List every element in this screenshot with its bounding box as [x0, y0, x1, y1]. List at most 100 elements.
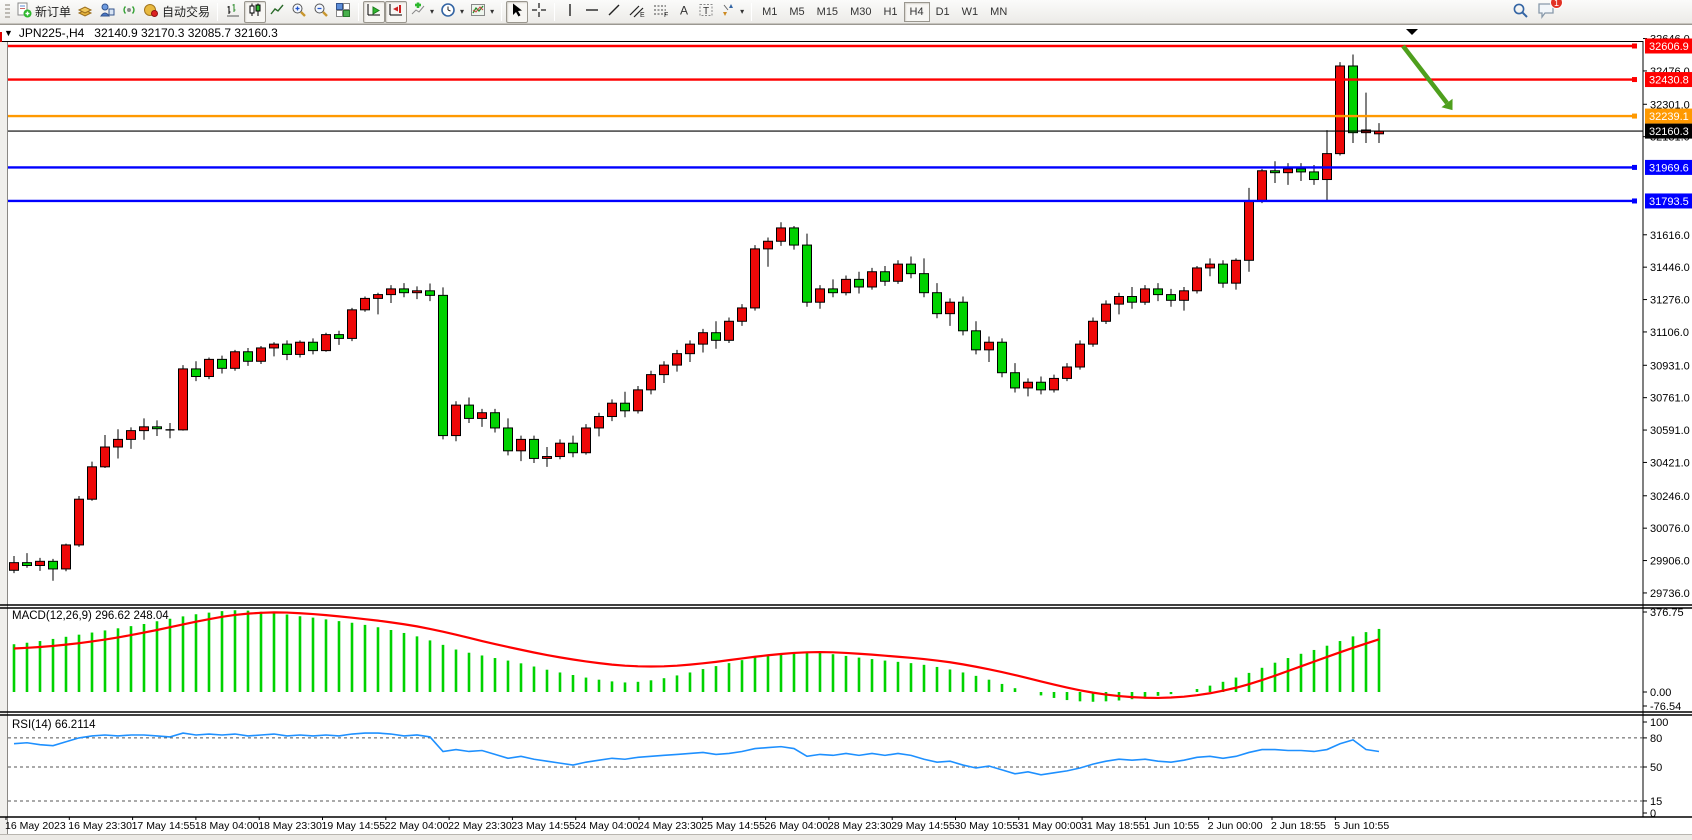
chart-svg[interactable]: 32646.032476.032301.032131.031616.031446… [0, 24, 1692, 840]
timeframe-m5-button[interactable]: M5 [789, 5, 805, 18]
bullish-candle [698, 332, 708, 345]
new-order-button[interactable]: 新订单 [13, 1, 74, 23]
bullish-candle [347, 309, 357, 339]
new-order-icon [16, 2, 32, 21]
vertical-line-button[interactable] [559, 1, 581, 23]
bearish-candle [828, 288, 838, 294]
bearish-candle [48, 560, 58, 570]
periods-button[interactable]: ▾ [437, 1, 467, 23]
bearish-candle [217, 358, 227, 369]
bearish-candle [971, 330, 981, 351]
market-watch-button[interactable] [96, 1, 118, 23]
bearish-candle [1296, 168, 1306, 173]
search-icon[interactable] [1512, 2, 1529, 24]
autotrading-icon [143, 2, 159, 21]
zoom-in-button[interactable] [288, 1, 310, 23]
price-tick-label: 31446.0 [1650, 262, 1690, 274]
timeframe-w1-button[interactable]: W1 [961, 5, 979, 18]
bullish-candle [633, 389, 643, 412]
arrows-button[interactable]: ▾ [717, 1, 747, 23]
line-chart-icon [269, 2, 285, 21]
bearish-candle [789, 227, 799, 246]
level-handle [1632, 164, 1637, 170]
bearish-candle [1348, 65, 1358, 134]
rsi-line [13, 732, 1380, 776]
time-tick-label: 24 May 23:30 [638, 820, 702, 832]
timeframe-m15-button[interactable]: M15 [816, 5, 839, 18]
bar-chart-button[interactable] [222, 1, 244, 23]
toolbar-separator [501, 2, 503, 21]
tile-windows-button[interactable] [332, 1, 354, 23]
channel-button[interactable]: E [625, 1, 649, 23]
timeframe-h4-button[interactable]: H4 [903, 1, 930, 22]
auto-scroll-button[interactable] [363, 0, 386, 23]
bullish-candle [1088, 320, 1098, 345]
bullish-candle [477, 412, 487, 419]
horizontal-line-button[interactable] [581, 1, 603, 23]
timeframe-mn-button[interactable]: MN [990, 5, 1008, 18]
bearish-candle [1166, 294, 1176, 301]
price-tick-label: 30076.0 [1650, 523, 1690, 535]
bearish-candle [503, 427, 513, 452]
vertical-line-icon [562, 2, 578, 21]
chart-shift-button[interactable] [385, 0, 408, 23]
candlestick-button[interactable] [244, 0, 267, 23]
bullish-candle [685, 343, 695, 355]
bearish-candle [919, 273, 929, 294]
zoom-out-button[interactable] [310, 1, 332, 23]
bullish-candle [1075, 343, 1085, 368]
bullish-candle [763, 240, 773, 250]
svg-text:31969.6: 31969.6 [1649, 162, 1689, 174]
time-tick-label: 31 May 18:55 [1081, 820, 1145, 832]
time-tick-label: 19 May 14:55 [322, 820, 386, 832]
macd-signal-line [13, 611, 1380, 700]
rsi-tick-label: 50 [1650, 762, 1662, 774]
main-toolbar: 新订单 自动交易 [0, 0, 1692, 24]
timeframe-d1-button[interactable]: D1 [935, 5, 950, 18]
bullish-candle [295, 341, 305, 355]
indicators-icon [410, 2, 426, 21]
indicators-button[interactable]: ▾ [407, 1, 437, 23]
window-accent [0, 32, 2, 42]
bearish-candle [308, 341, 318, 352]
time-tick-label: 18 May 04:00 [195, 820, 259, 832]
rsi-tick-label: 100 [1650, 717, 1668, 729]
bearish-candle [399, 288, 409, 294]
time-tick-label: 28 May 23:30 [828, 820, 892, 832]
chat-button[interactable]: 1 [1537, 0, 1563, 24]
line-chart-button[interactable] [266, 1, 288, 23]
time-tick-label: 1 Jun 10:55 [1144, 820, 1199, 832]
bullish-candle [1023, 381, 1033, 389]
cursor-button[interactable] [506, 0, 529, 23]
trendline-button[interactable] [603, 1, 625, 23]
autotrading-button[interactable]: 自动交易 [140, 1, 213, 23]
price-tick-label: 31616.0 [1650, 230, 1690, 242]
bullish-candle [386, 288, 396, 296]
timeframe-m1-button[interactable]: M1 [762, 5, 778, 18]
svg-text:32160.3: 32160.3 [1649, 126, 1689, 138]
bearish-candle [997, 341, 1007, 374]
timeframe-h1-button[interactable]: H1 [883, 5, 898, 18]
new-chart-button[interactable] [74, 1, 96, 23]
timeframe-m30-button[interactable]: M30 [850, 5, 872, 18]
bullish-candle [555, 442, 565, 458]
equidistant-channel-icon: E [628, 2, 646, 21]
new-order-label: 新订单 [35, 5, 72, 19]
bullish-candle [659, 364, 669, 376]
bullish-candle [893, 263, 903, 282]
chevron-down-icon: ▾ [490, 7, 495, 16]
fibonacci-button[interactable]: F [649, 1, 673, 23]
bullish-candle [867, 271, 877, 288]
axis-price-label: 31793.5 [1645, 193, 1692, 209]
time-tick-label: 2 Jun 18:55 [1271, 820, 1326, 832]
text-button[interactable]: A [673, 1, 695, 23]
level-handle [1632, 198, 1637, 204]
axis-price-label: 32239.1 [1645, 108, 1692, 124]
text-icon: A [676, 2, 692, 21]
templates-button[interactable]: ▾ [467, 1, 497, 23]
signals-button[interactable] [118, 1, 140, 23]
chart-canvas[interactable]: 32646.032476.032301.032131.031616.031446… [0, 24, 1692, 840]
crosshair-button[interactable] [528, 1, 550, 23]
chart-menu-icon[interactable]: ▼ [4, 28, 13, 38]
text-label-button[interactable]: T [695, 1, 717, 23]
